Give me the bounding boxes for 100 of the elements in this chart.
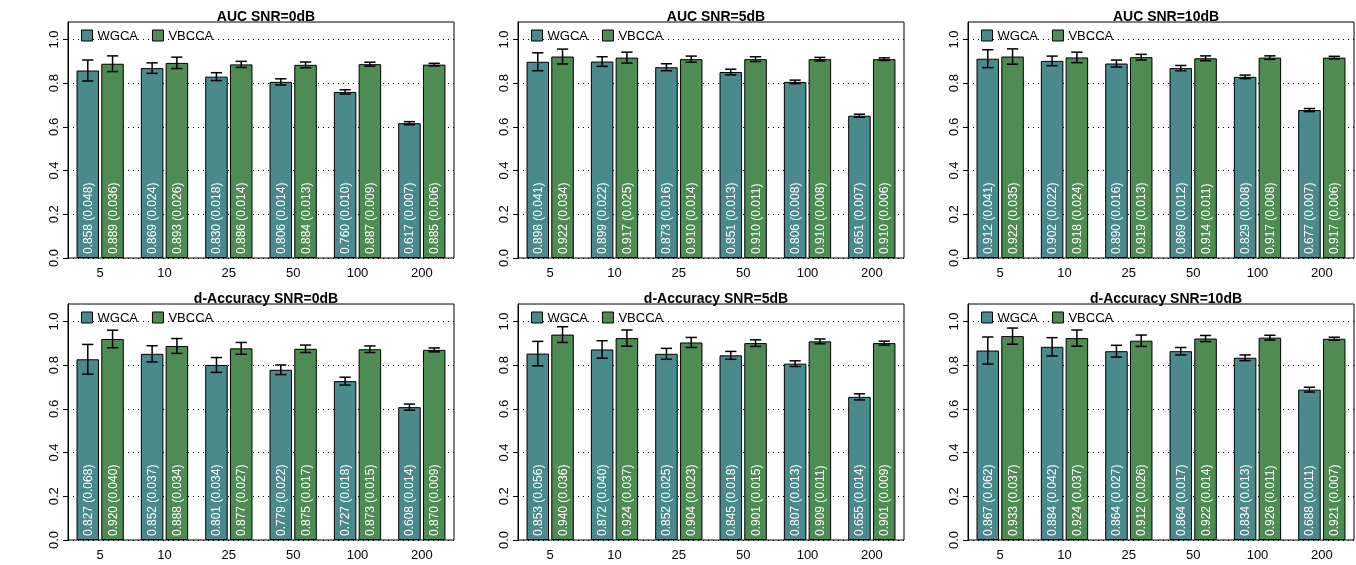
data-label: 0.924 (0.037) [619, 464, 634, 536]
data-label: 0.910 (0.006) [877, 182, 892, 254]
data-label: 0.608 (0.014) [402, 464, 417, 536]
data-label: 0.807 (0.013) [788, 464, 803, 536]
data-label: 0.917 (0.006) [1327, 182, 1342, 254]
legend-label: VBCCA [618, 310, 664, 325]
data-label: 0.910 (0.008) [812, 182, 827, 254]
data-label: 0.886 (0.014) [234, 182, 249, 254]
data-label: 0.827 (0.068) [80, 464, 95, 536]
chart-title: AUC SNR=0dB [216, 8, 316, 24]
y-tick-label: 0.6 [46, 117, 61, 136]
data-label: 0.912 (0.041) [980, 182, 995, 254]
y-tick-label: 0.6 [496, 399, 511, 418]
y-tick-label: 0.2 [496, 487, 511, 506]
data-label: 0.917 (0.025) [619, 182, 634, 254]
data-label: 0.922 (0.014) [1198, 464, 1213, 536]
data-label: 0.688 (0.011) [1302, 465, 1317, 536]
x-tick-label: 25 [671, 547, 687, 562]
chart-title: d-Accuracy SNR=10dB [1089, 290, 1243, 306]
x-tick-label: 5 [996, 547, 1004, 562]
x-tick-label: 5 [996, 265, 1004, 280]
y-tick-label: 0.2 [946, 205, 961, 224]
data-label: 0.617 (0.007) [402, 182, 417, 254]
x-tick-label: 100 [796, 547, 819, 562]
y-tick-label: 0.4 [46, 443, 61, 462]
chart-title: AUC SNR=10dB [1112, 8, 1220, 24]
y-tick-label: 0.8 [46, 356, 61, 375]
x-tick-label: 10 [607, 265, 622, 280]
y-tick-label: 0.4 [496, 443, 511, 462]
data-label: 0.853 (0.056) [530, 464, 545, 536]
legend-label: VBCCA [1068, 310, 1114, 325]
data-label: 0.806 (0.008) [788, 182, 803, 254]
y-tick-label: 0.8 [496, 356, 511, 375]
data-label: 0.912 (0.026) [1134, 464, 1149, 536]
data-label: 0.921 (0.007) [1327, 464, 1342, 536]
x-tick-label: 25 [1121, 547, 1137, 562]
data-label: 0.901 (0.015) [748, 464, 763, 536]
x-tick-label: 50 [1185, 547, 1201, 562]
x-tick-label: 5 [96, 265, 104, 280]
data-label: 0.899 (0.022) [595, 182, 610, 254]
y-tick-label: 1.0 [46, 312, 61, 331]
y-tick-label: 0.0 [496, 248, 511, 268]
data-label: 0.933 (0.037) [1005, 464, 1020, 536]
y-tick-label: 0.6 [946, 399, 961, 418]
data-label: 0.877 (0.027) [234, 464, 249, 536]
legend-label: VBCCA [168, 310, 214, 325]
y-tick-label: 0.6 [46, 399, 61, 418]
data-label: 0.872 (0.040) [595, 464, 610, 536]
x-tick-label: 10 [1057, 547, 1072, 562]
y-tick-label: 0.2 [496, 205, 511, 224]
y-tick-label: 0.8 [946, 74, 961, 93]
data-label: 0.884 (0.042) [1045, 464, 1060, 536]
legend-label: WGCA [97, 310, 139, 325]
data-label: 0.875 (0.017) [298, 464, 313, 536]
chart-title: AUC SNR=5dB [666, 8, 766, 24]
x-tick-label: 25 [671, 265, 687, 280]
data-label: 0.926 (0.011) [1262, 465, 1277, 536]
data-label: 0.890 (0.016) [1109, 182, 1124, 254]
y-tick-label: 0.4 [46, 161, 61, 180]
data-label: 0.917 (0.008) [1262, 182, 1277, 254]
data-label: 0.864 (0.027) [1109, 464, 1124, 536]
data-label: 0.864 (0.017) [1173, 464, 1188, 536]
data-label: 0.918 (0.024) [1069, 182, 1084, 254]
x-tick-label: 50 [285, 547, 301, 562]
data-label: 0.869 (0.012) [1173, 182, 1188, 254]
data-label: 0.920 (0.040) [105, 464, 120, 536]
x-tick-label: 200 [860, 265, 883, 280]
y-tick-label: 0.4 [946, 443, 961, 462]
x-tick-label: 100 [796, 265, 819, 280]
data-label: 0.869 (0.024) [145, 182, 160, 254]
data-label: 0.852 (0.037) [145, 464, 160, 536]
legend-label: VBCCA [1068, 28, 1114, 43]
data-label: 0.870 (0.009) [427, 464, 442, 536]
legend-label: WGCA [547, 28, 589, 43]
data-label: 0.845 (0.018) [723, 464, 738, 536]
x-tick-label: 5 [96, 547, 104, 562]
y-tick-label: 0.4 [496, 161, 511, 180]
y-tick-label: 0.0 [46, 530, 61, 550]
legend-label: WGCA [997, 28, 1039, 43]
y-tick-label: 1.0 [46, 30, 61, 49]
data-label: 0.858 (0.048) [80, 182, 95, 254]
chart-title: d-Accuracy SNR=0dB [193, 290, 339, 306]
y-tick-label: 0.0 [946, 248, 961, 268]
x-tick-label: 200 [410, 265, 433, 280]
x-tick-label: 25 [1121, 265, 1137, 280]
y-tick-label: 0.6 [946, 117, 961, 136]
data-label: 0.677 (0.007) [1302, 182, 1317, 254]
data-label: 0.779 (0.022) [273, 464, 288, 536]
data-label: 0.851 (0.013) [723, 182, 738, 254]
data-label: 0.910 (0.014) [684, 182, 699, 254]
data-label: 0.888 (0.034) [169, 464, 184, 536]
x-tick-label: 10 [607, 547, 622, 562]
data-label: 0.885 (0.006) [427, 182, 442, 254]
x-tick-label: 5 [546, 265, 554, 280]
x-tick-label: 200 [1310, 265, 1333, 280]
data-label: 0.806 (0.014) [273, 182, 288, 254]
data-label: 0.919 (0.013) [1134, 182, 1149, 254]
y-tick-label: 0.4 [946, 161, 961, 180]
x-tick-label: 5 [546, 547, 554, 562]
y-tick-label: 1.0 [946, 312, 961, 331]
